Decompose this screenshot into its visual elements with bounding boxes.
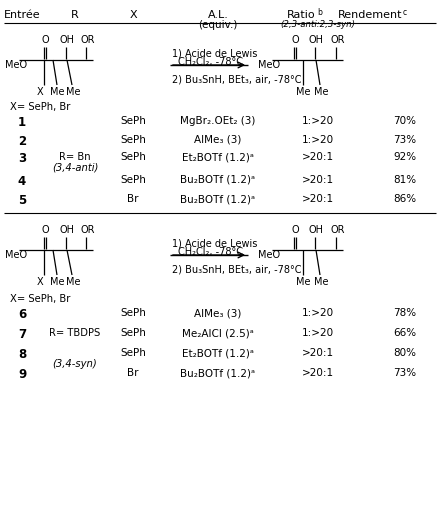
Text: 1: 1 [18, 116, 26, 129]
Text: >20:1: >20:1 [302, 368, 334, 378]
Text: MeO: MeO [258, 250, 280, 260]
Text: R= Bn: R= Bn [59, 152, 91, 162]
Text: Bu₂BOTf (1.2)ᵃ: Bu₂BOTf (1.2)ᵃ [180, 175, 256, 185]
Text: OH: OH [308, 35, 323, 45]
Text: SePh: SePh [120, 308, 146, 318]
Text: Entrée: Entrée [4, 10, 40, 20]
Text: 80%: 80% [393, 348, 417, 358]
Text: Bu₂BOTf (1.2)ᵃ: Bu₂BOTf (1.2)ᵃ [180, 368, 256, 378]
Text: SePh: SePh [120, 348, 146, 358]
Text: 5: 5 [18, 194, 26, 207]
Text: 9: 9 [18, 368, 26, 381]
Text: (equiv.): (equiv.) [198, 20, 238, 30]
Text: 81%: 81% [393, 175, 417, 185]
Text: >20:1: >20:1 [302, 175, 334, 185]
Text: b: b [317, 8, 322, 17]
Text: AlMe₃ (3): AlMe₃ (3) [194, 135, 242, 145]
Text: SePh: SePh [120, 175, 146, 185]
Text: 73%: 73% [393, 135, 417, 145]
Text: Me₂AlCl (2.5)ᵃ: Me₂AlCl (2.5)ᵃ [182, 328, 254, 338]
Text: X: X [37, 277, 43, 287]
Text: 1:>20: 1:>20 [302, 308, 334, 318]
Text: O: O [41, 225, 49, 235]
Text: 7: 7 [18, 328, 26, 341]
Text: Ratio: Ratio [287, 10, 316, 20]
Text: OR: OR [331, 35, 345, 45]
Text: SePh: SePh [120, 135, 146, 145]
Text: 8: 8 [18, 348, 26, 361]
Text: (2,3-anti:2,3-syn): (2,3-anti:2,3-syn) [281, 20, 356, 29]
Text: 92%: 92% [393, 152, 417, 162]
Text: O: O [291, 225, 299, 235]
Text: 3: 3 [18, 152, 26, 165]
Text: SePh: SePh [120, 152, 146, 162]
Text: Me: Me [296, 277, 310, 287]
Text: X: X [129, 10, 137, 20]
Text: A.L.: A.L. [208, 10, 228, 20]
Text: >20:1: >20:1 [302, 348, 334, 358]
Text: MeO: MeO [258, 60, 280, 70]
Text: Et₂BOTf (1.2)ᵃ: Et₂BOTf (1.2)ᵃ [182, 348, 254, 358]
Text: 2) Bu₃SnH, BEt₃, air, -78°C: 2) Bu₃SnH, BEt₃, air, -78°C [172, 74, 301, 84]
Text: SePh: SePh [120, 328, 146, 338]
Text: (3,4-syn): (3,4-syn) [53, 359, 97, 369]
Text: 78%: 78% [393, 308, 417, 318]
Text: >20:1: >20:1 [302, 194, 334, 204]
Text: OH: OH [59, 225, 74, 235]
Text: Rendement: Rendement [337, 10, 402, 20]
Text: CH₂Cl₂, -78°C: CH₂Cl₂, -78°C [178, 247, 243, 257]
Text: AlMe₃ (3): AlMe₃ (3) [194, 308, 242, 318]
Text: OR: OR [331, 225, 345, 235]
Text: c: c [403, 8, 407, 17]
Text: R: R [71, 10, 79, 20]
Text: R= TBDPS: R= TBDPS [49, 328, 101, 338]
Text: 1:>20: 1:>20 [302, 135, 334, 145]
Text: Me: Me [296, 87, 310, 97]
Text: OR: OR [81, 225, 95, 235]
Text: OH: OH [59, 35, 74, 45]
Text: OH: OH [308, 225, 323, 235]
Text: >20:1: >20:1 [302, 152, 334, 162]
Text: 2: 2 [18, 135, 26, 148]
Text: 4: 4 [18, 175, 26, 188]
Text: 2) Bu₃SnH, BEt₃, air, -78°C: 2) Bu₃SnH, BEt₃, air, -78°C [172, 264, 301, 274]
Text: 70%: 70% [393, 116, 417, 126]
Text: Me: Me [314, 277, 328, 287]
Text: X= SePh, Br: X= SePh, Br [10, 294, 70, 304]
Text: Et₂BOTf (1.2)ᵃ: Et₂BOTf (1.2)ᵃ [182, 152, 254, 162]
Text: Me: Me [50, 277, 64, 287]
Text: (3,4-anti): (3,4-anti) [52, 163, 98, 173]
Text: CH₂Cl₂, -78°C: CH₂Cl₂, -78°C [178, 57, 243, 67]
Text: 1:>20: 1:>20 [302, 328, 334, 338]
Text: 73%: 73% [393, 368, 417, 378]
Text: Me: Me [50, 87, 64, 97]
Text: 66%: 66% [393, 328, 417, 338]
Text: Br: Br [127, 194, 139, 204]
Text: Bu₂BOTf (1.2)ᵃ: Bu₂BOTf (1.2)ᵃ [180, 194, 256, 204]
Text: O: O [291, 35, 299, 45]
Text: O: O [41, 35, 49, 45]
Text: Me: Me [314, 87, 328, 97]
Text: MgBr₂.OEt₂ (3): MgBr₂.OEt₂ (3) [180, 116, 256, 126]
Text: X= SePh, Br: X= SePh, Br [10, 102, 70, 112]
Text: Me: Me [66, 87, 80, 97]
Text: X: X [37, 87, 43, 97]
Text: Me: Me [66, 277, 80, 287]
Text: 86%: 86% [393, 194, 417, 204]
Text: 1) Acide de Lewis: 1) Acide de Lewis [172, 48, 257, 58]
Text: Br: Br [127, 368, 139, 378]
Text: OR: OR [81, 35, 95, 45]
Text: 6: 6 [18, 308, 26, 321]
Text: MeO: MeO [5, 60, 27, 70]
Text: SePh: SePh [120, 116, 146, 126]
Text: 1:>20: 1:>20 [302, 116, 334, 126]
Text: 1) Acide de Lewis: 1) Acide de Lewis [172, 238, 257, 248]
Text: MeO: MeO [5, 250, 27, 260]
